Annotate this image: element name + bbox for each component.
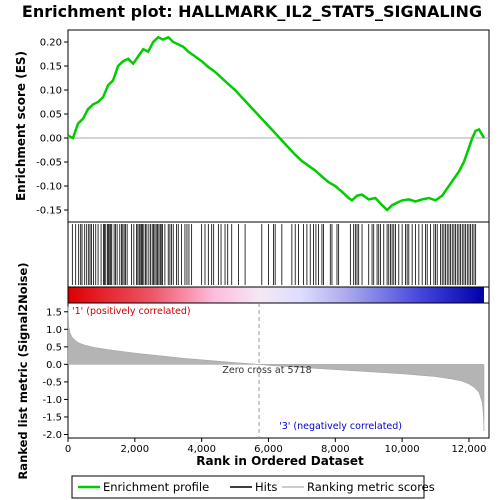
es-panel-frame: [67, 29, 490, 223]
rank-x-axis-title: Rank in Ordered Dataset: [196, 454, 364, 468]
ranked-y-axis: -2.0 -1.5 -1.0 -0.5 0.0 0.5 1.0 1.5: [42, 307, 68, 441]
legend: Enrichment profile Hits Ranking metric s…: [71, 475, 435, 499]
legend-label-hits: Hits: [255, 480, 277, 494]
heat-bar-gradient: [68, 287, 484, 303]
ranked-y-tick-label: -2.0: [42, 430, 62, 441]
rank-x-axis: 0 2,000 4,000 6,000 8,000 10,000 12,000: [65, 438, 486, 455]
rank-x-tick-label: 2,000: [121, 444, 150, 455]
ranked-y-tick-label: 1.0: [46, 325, 62, 336]
rank-x-tick-label: 12,000: [451, 444, 486, 455]
hit-marks: [71, 224, 477, 285]
ranking-metric-area: [67, 306, 485, 432]
es-y-tick-label: 0.15: [40, 62, 62, 73]
ranked-y-tick-label: -1.0: [42, 395, 62, 406]
positive-correlation-label: '1' (positively correlated): [72, 306, 191, 317]
ranked-y-axis-title: Ranked list metric (Signal2Noise): [16, 262, 30, 479]
es-panel: -0.15 -0.10 -0.05 0.00 0.05 0.10 0.15 0.20 Enri…: [14, 29, 490, 223]
es-y-tick-label: -0.10: [36, 182, 62, 193]
es-y-axis-title: Enrichment score (ES): [14, 51, 28, 201]
legend-label-enrichment-profile: Enrichment profile: [103, 480, 209, 494]
es-y-axis: -0.15 -0.10 -0.05 0.00 0.05 0.10 0.15 0.20: [36, 38, 68, 217]
es-y-tick-label: -0.05: [36, 158, 62, 169]
rank-x-tick-label: 10,000: [385, 444, 420, 455]
es-y-tick-label: -0.15: [36, 206, 62, 217]
negative-correlation-label: '3' (negatively correlated): [279, 421, 402, 432]
enrichment-profile-line: [67, 35, 486, 212]
es-y-tick-label: 0.20: [40, 38, 62, 49]
hits-panel: [67, 221, 490, 288]
ranked-y-tick-label: -1.5: [42, 412, 62, 423]
rank-x-tick-label: 4,000: [187, 444, 216, 455]
ranked-y-tick-label: 0.5: [46, 342, 62, 353]
legend-label-ranking-metric: Ranking metric scores: [307, 480, 435, 494]
ranked-panel: -2.0 -1.5 -1.0 -0.5 0.0 0.5 1.0 1.5 0 2,000 4,000…: [16, 262, 490, 480]
ranked-y-tick-label: -0.5: [42, 377, 62, 388]
es-y-tick-label: 0.00: [40, 134, 62, 145]
es-y-tick-label: 0.05: [40, 110, 62, 121]
chart-title: Enrichment plot: HALLMARK_IL2_STAT5_SIGN…: [22, 2, 482, 21]
ranked-y-tick-label: 1.5: [46, 307, 62, 318]
rank-x-tick-label: 6,000: [254, 444, 283, 455]
ranked-y-tick-label: 0.0: [46, 360, 62, 371]
rank-x-tick-label: 8,000: [321, 444, 350, 455]
es-y-tick-label: 0.10: [40, 86, 62, 97]
rank-x-tick-label: 0: [65, 444, 71, 455]
zero-cross-label: Zero cross at 5718: [222, 365, 311, 376]
rank-heat-bar: [67, 286, 490, 304]
